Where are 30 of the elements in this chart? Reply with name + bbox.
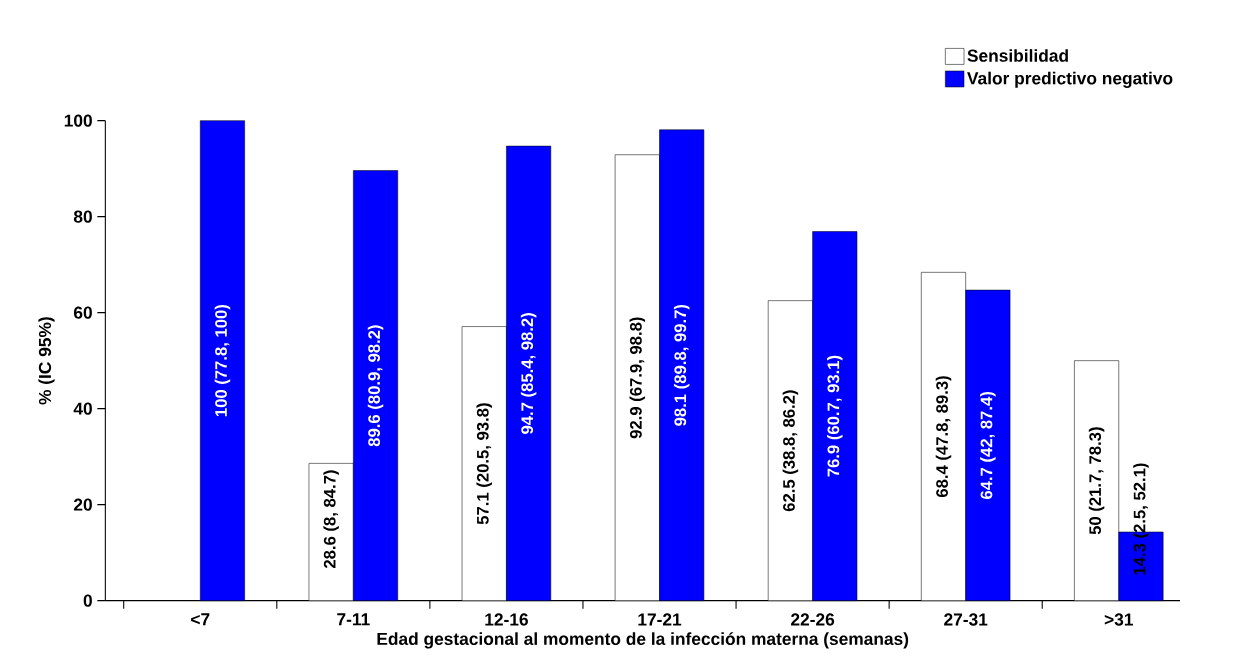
x-tick-label: <7 bbox=[191, 613, 210, 626]
y-tick-label: 0 bbox=[83, 594, 92, 607]
data-label: 92.9 (67.9, 98.8) bbox=[629, 317, 646, 439]
y-tick-label: 60 bbox=[73, 306, 92, 319]
y-tick-label: 80 bbox=[73, 210, 92, 223]
data-label: 64.7 (42, 87.4) bbox=[980, 392, 996, 499]
y-axis-title: % (IC 95%) bbox=[38, 317, 55, 405]
legend-label: Sensibilidad bbox=[967, 49, 1068, 62]
data-label: 68.4 (47.8, 89.3) bbox=[935, 376, 952, 498]
x-tick-label: 17-21 bbox=[638, 613, 682, 626]
y-tick-label: 100 bbox=[64, 114, 92, 127]
data-label: 89.6 (80.9, 98.2) bbox=[367, 325, 384, 447]
data-label: 98.1 (89.8, 99.7) bbox=[673, 304, 690, 426]
legend-label: Valor predictivo negativo bbox=[967, 71, 1173, 88]
data-label: 94.7 (85.4, 98.2) bbox=[520, 313, 537, 434]
data-label: 14.3 (2.5, 52.1) bbox=[1133, 463, 1149, 575]
x-tick-label: >31 bbox=[1104, 613, 1133, 626]
data-label: 62.5 (38.8, 86.2) bbox=[782, 390, 799, 512]
data-label: 57.1 (20.5, 93.8) bbox=[476, 403, 492, 525]
y-tick-label: 20 bbox=[73, 498, 92, 511]
x-tick-label: 22-26 bbox=[791, 613, 835, 626]
x-tick-label: 7-11 bbox=[337, 613, 370, 626]
data-label: 100 (77.8, 100) bbox=[214, 304, 231, 417]
data-label: 76.9 (60.7, 93.1) bbox=[827, 355, 843, 477]
data-label: 28.6 (8, 84.7) bbox=[323, 470, 339, 569]
x-axis-title: Edad gestacional al momento de la infección materna (semanas) bbox=[377, 632, 909, 649]
y-tick-label: 40 bbox=[73, 402, 92, 415]
x-tick-label: 12-16 bbox=[485, 613, 528, 626]
x-tick-label: 27-31 bbox=[944, 613, 988, 626]
data-label: 50 (21.7, 78.3) bbox=[1088, 427, 1105, 535]
